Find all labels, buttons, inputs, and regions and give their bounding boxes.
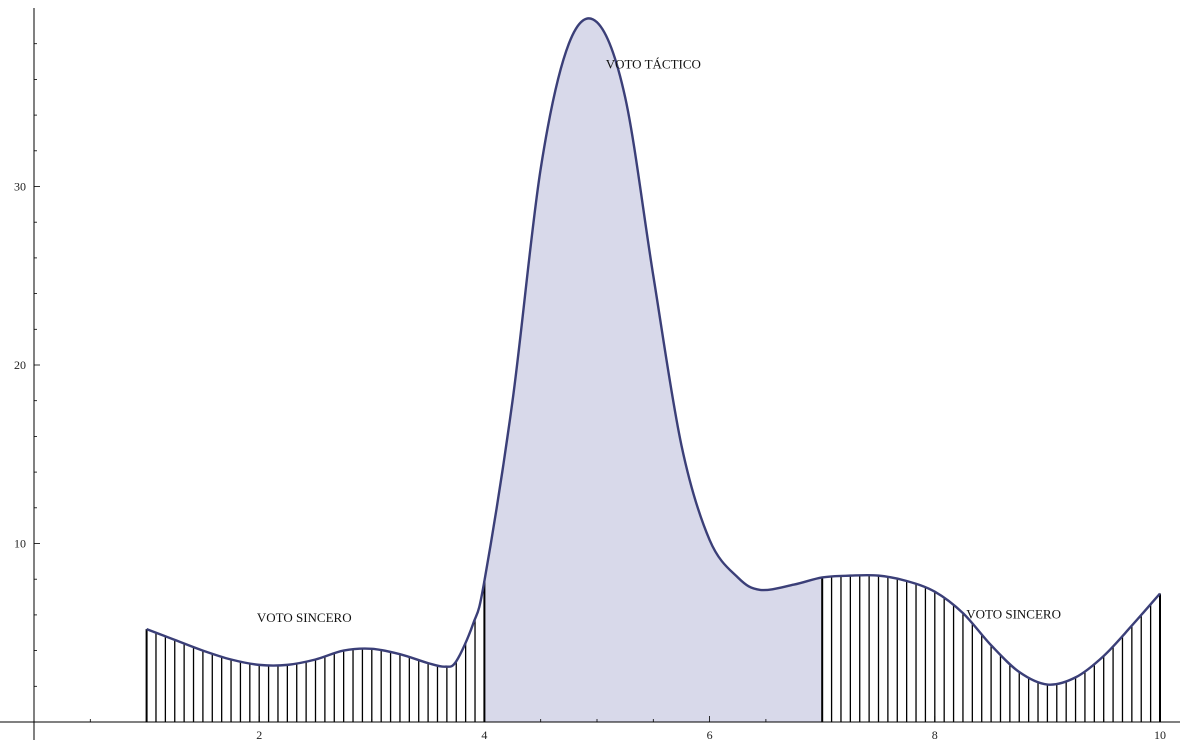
tick-labels: 2 4 6 8 10 10 20 30 xyxy=(14,180,1166,743)
annotation-label: VOTO SINCERO xyxy=(966,606,1061,621)
hatch-region-1 xyxy=(145,580,486,722)
area-fill xyxy=(146,18,1161,723)
hatch-region-3 xyxy=(821,575,1161,722)
area-fill-layer xyxy=(146,18,1161,723)
tick-marks xyxy=(34,43,1161,722)
hatch-layer xyxy=(145,575,1161,722)
annotations: VOTO SINCERO VOTO TÁCTICO VOTO SINCERO xyxy=(257,57,1061,625)
curve-layer xyxy=(146,17,1161,686)
y-tick-label: 10 xyxy=(14,537,26,551)
axes xyxy=(0,8,1180,740)
x-tick-label: 4 xyxy=(481,728,487,742)
series-line xyxy=(146,17,1161,686)
annotation-label: VOTO TÁCTICO xyxy=(606,57,701,72)
x-tick-label: 2 xyxy=(256,728,262,742)
annotation-label: VOTO SINCERO xyxy=(257,610,352,625)
x-tick-label: 6 xyxy=(707,728,713,742)
x-tick-label: 8 xyxy=(932,728,938,742)
x-tick-label: 10 xyxy=(1154,728,1166,742)
y-tick-label: 20 xyxy=(14,358,26,372)
y-tick-label: 30 xyxy=(14,180,26,194)
